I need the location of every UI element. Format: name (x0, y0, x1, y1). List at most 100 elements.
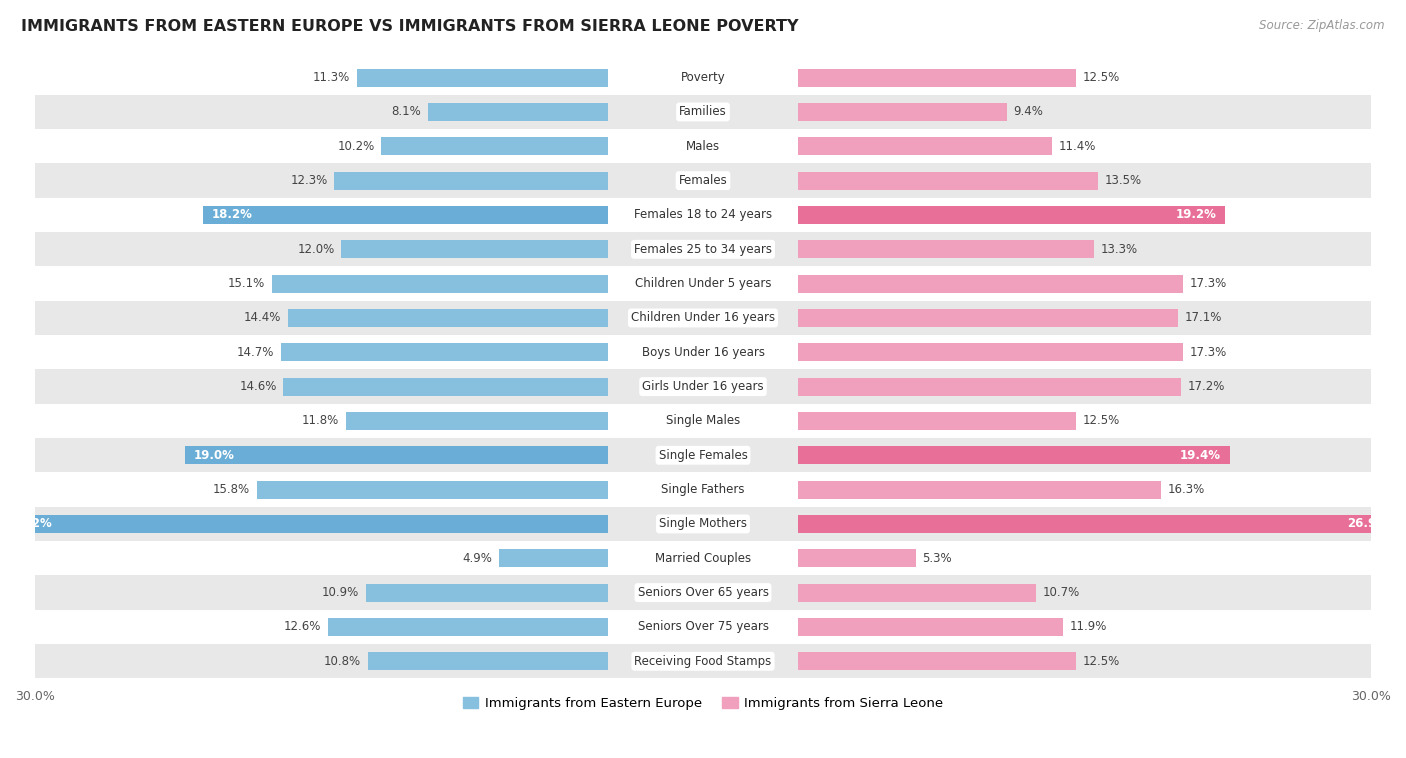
Bar (797, 172, 1098, 190)
Text: 18.2%: 18.2% (212, 208, 253, 221)
Bar (35, 61, 1371, 95)
Text: 14.6%: 14.6% (239, 380, 277, 393)
Bar (35, 164, 1371, 198)
Text: Families: Families (679, 105, 727, 118)
Bar (357, 69, 609, 86)
Text: 10.8%: 10.8% (323, 655, 361, 668)
Text: Seniors Over 65 years: Seniors Over 65 years (637, 586, 769, 599)
Bar (35, 575, 1371, 609)
Bar (797, 481, 1160, 499)
Bar (797, 103, 1007, 121)
Bar (281, 343, 609, 362)
Legend: Immigrants from Eastern Europe, Immigrants from Sierra Leone: Immigrants from Eastern Europe, Immigran… (457, 691, 949, 715)
Text: 17.1%: 17.1% (1185, 312, 1222, 324)
Text: Receiving Food Stamps: Receiving Food Stamps (634, 655, 772, 668)
Bar (35, 438, 1371, 472)
Text: Married Couples: Married Couples (655, 552, 751, 565)
Text: 19.0%: 19.0% (194, 449, 235, 462)
Bar (366, 584, 609, 602)
Text: IMMIGRANTS FROM EASTERN EUROPE VS IMMIGRANTS FROM SIERRA LEONE POVERTY: IMMIGRANTS FROM EASTERN EUROPE VS IMMIGR… (21, 19, 799, 34)
Bar (35, 129, 1371, 164)
Text: 26.9%: 26.9% (1347, 518, 1388, 531)
Text: Seniors Over 75 years: Seniors Over 75 years (637, 621, 769, 634)
Text: 15.1%: 15.1% (228, 277, 266, 290)
Bar (35, 301, 1371, 335)
Bar (186, 446, 609, 464)
Text: 5.3%: 5.3% (922, 552, 952, 565)
Bar (797, 309, 1178, 327)
Text: Girls Under 16 years: Girls Under 16 years (643, 380, 763, 393)
Bar (427, 103, 609, 121)
Bar (328, 618, 609, 636)
Bar (3, 515, 609, 533)
Bar (35, 267, 1371, 301)
Text: 11.8%: 11.8% (302, 415, 339, 428)
Bar (283, 377, 609, 396)
Text: Single Males: Single Males (666, 415, 740, 428)
Text: 13.3%: 13.3% (1101, 243, 1137, 255)
Bar (35, 472, 1371, 507)
Bar (797, 515, 1396, 533)
Text: Females: Females (679, 174, 727, 187)
Bar (381, 137, 609, 155)
Bar (797, 584, 1036, 602)
Text: 11.9%: 11.9% (1070, 621, 1107, 634)
Text: 12.6%: 12.6% (284, 621, 321, 634)
Text: Children Under 16 years: Children Under 16 years (631, 312, 775, 324)
Text: 12.5%: 12.5% (1083, 655, 1121, 668)
Bar (797, 274, 1182, 293)
Bar (797, 377, 1181, 396)
Bar (797, 446, 1230, 464)
Text: 12.5%: 12.5% (1083, 415, 1121, 428)
Text: 9.4%: 9.4% (1014, 105, 1043, 118)
Bar (797, 653, 1076, 670)
Text: 11.3%: 11.3% (312, 71, 350, 84)
Text: 15.8%: 15.8% (212, 483, 250, 496)
Bar (335, 172, 609, 190)
Bar (35, 404, 1371, 438)
Text: Single Females: Single Females (658, 449, 748, 462)
Text: 10.2%: 10.2% (337, 139, 374, 153)
Text: 19.2%: 19.2% (1175, 208, 1216, 221)
Text: 8.1%: 8.1% (391, 105, 422, 118)
Bar (797, 137, 1052, 155)
Bar (35, 644, 1371, 678)
Bar (35, 232, 1371, 267)
Text: Females 25 to 34 years: Females 25 to 34 years (634, 243, 772, 255)
Bar (35, 541, 1371, 575)
Text: 11.4%: 11.4% (1059, 139, 1095, 153)
Text: 14.4%: 14.4% (243, 312, 281, 324)
Text: 17.3%: 17.3% (1189, 346, 1227, 359)
Bar (797, 343, 1182, 362)
Bar (35, 198, 1371, 232)
Bar (288, 309, 609, 327)
Text: Females 18 to 24 years: Females 18 to 24 years (634, 208, 772, 221)
Bar (346, 412, 609, 430)
Bar (35, 507, 1371, 541)
Text: Source: ZipAtlas.com: Source: ZipAtlas.com (1260, 19, 1385, 32)
Text: Children Under 5 years: Children Under 5 years (634, 277, 772, 290)
Text: Poverty: Poverty (681, 71, 725, 84)
Bar (35, 335, 1371, 369)
Bar (797, 206, 1225, 224)
Text: 27.2%: 27.2% (11, 518, 52, 531)
Text: 10.7%: 10.7% (1043, 586, 1080, 599)
Text: Boys Under 16 years: Boys Under 16 years (641, 346, 765, 359)
Text: 12.3%: 12.3% (291, 174, 328, 187)
Text: 17.2%: 17.2% (1187, 380, 1225, 393)
Text: 13.5%: 13.5% (1105, 174, 1142, 187)
Bar (256, 481, 609, 499)
Bar (35, 95, 1371, 129)
Bar (797, 69, 1076, 86)
Bar (797, 618, 1063, 636)
Text: 12.5%: 12.5% (1083, 71, 1121, 84)
Bar (342, 240, 609, 258)
Bar (202, 206, 609, 224)
Text: Single Fathers: Single Fathers (661, 483, 745, 496)
Bar (368, 653, 609, 670)
Text: 14.7%: 14.7% (238, 346, 274, 359)
Text: 10.9%: 10.9% (322, 586, 359, 599)
Text: Males: Males (686, 139, 720, 153)
Text: 17.3%: 17.3% (1189, 277, 1227, 290)
Bar (797, 412, 1076, 430)
